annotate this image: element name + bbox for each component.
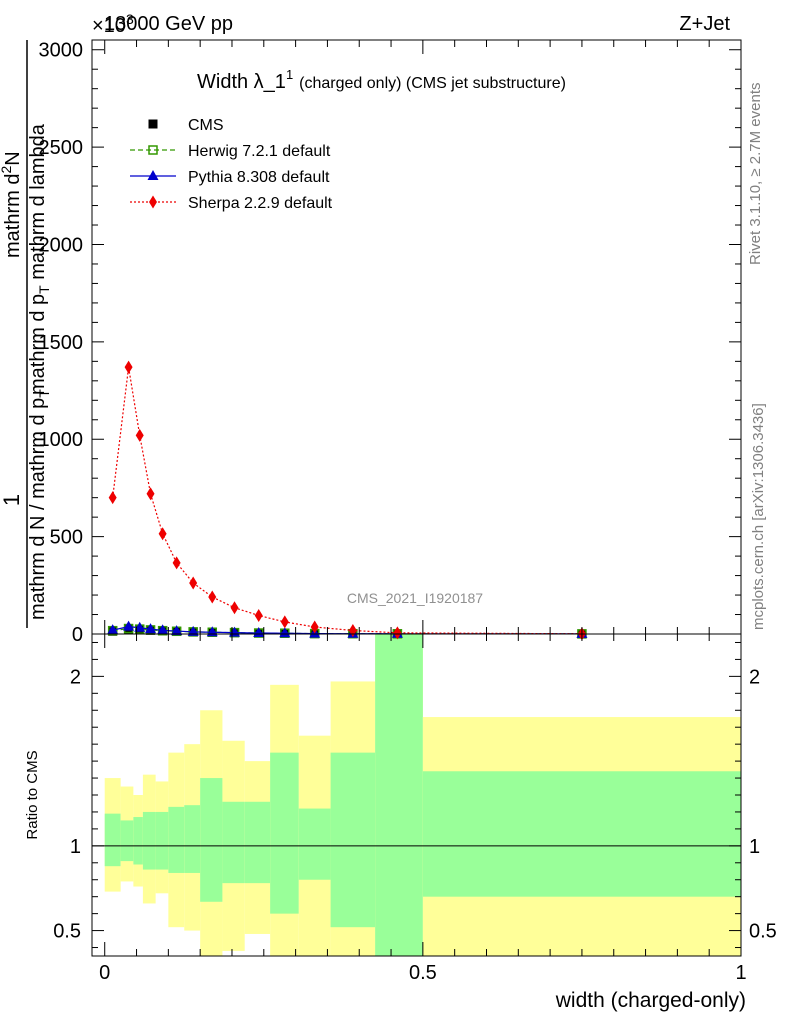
ratio-y-tick-label: 2 bbox=[70, 666, 81, 688]
process-label: Z+Jet bbox=[679, 13, 730, 35]
legend-marker-0 bbox=[148, 119, 158, 129]
legend-entry-1: Herwig 7.2.1 default bbox=[130, 143, 331, 160]
x-tick-label: 0 bbox=[99, 962, 110, 984]
main-y-tick-label: 1000 bbox=[39, 429, 84, 451]
data-point-3-1 bbox=[124, 360, 133, 374]
data-point-2-0 bbox=[107, 624, 119, 635]
x-axis-label: width (charged-only) bbox=[555, 989, 746, 1012]
ratio-band-green-3 bbox=[142, 811, 156, 870]
data-point-2-9 bbox=[253, 627, 265, 638]
mcplots-label: mcplots.cern.ch [arXiv:1306.3436] bbox=[750, 403, 767, 630]
legend-marker-3 bbox=[149, 195, 157, 209]
data-point-2-3 bbox=[145, 623, 157, 634]
main-y-tick-label: 2500 bbox=[39, 137, 84, 159]
exponent-label: ×103 bbox=[92, 11, 134, 37]
data-point-3-13 bbox=[393, 626, 402, 640]
legend-marker-2 bbox=[147, 170, 159, 180]
data-point-2-4 bbox=[157, 624, 169, 635]
legend-entry-0: CMS bbox=[148, 117, 224, 134]
legend-entry-3: Sherpa 2.2.9 default bbox=[130, 195, 333, 212]
data-point-2-5 bbox=[171, 625, 183, 636]
series-line-3 bbox=[112, 367, 582, 635]
data-point-3-10 bbox=[280, 615, 289, 629]
data-point-2-10 bbox=[279, 627, 291, 638]
legend-label-0: CMS bbox=[188, 117, 224, 134]
main-series-layer bbox=[107, 360, 588, 641]
legend: CMS Herwig 7.2.1 default Pythia 8.308 defa… bbox=[130, 117, 333, 212]
ratio-y-tick-label-right: 1 bbox=[749, 836, 760, 858]
ratio-band-green-8 bbox=[222, 801, 245, 884]
data-point-3-5 bbox=[172, 556, 181, 570]
data-point-3-8 bbox=[230, 601, 239, 615]
legend-label-2: Pythia 8.308 default bbox=[188, 169, 330, 186]
ratio-band-green-11 bbox=[298, 808, 331, 880]
ratio-y-axis-label: Ratio to CMS bbox=[24, 750, 41, 839]
series-3 bbox=[108, 360, 586, 641]
data-point-3-9 bbox=[254, 608, 263, 622]
ratio-band-green-13 bbox=[375, 634, 423, 956]
main-y-tick-label: 1500 bbox=[39, 332, 84, 354]
main-y-tick-label: 0 bbox=[72, 624, 83, 646]
ratio-band-green-6 bbox=[184, 805, 201, 873]
data-point-3-2 bbox=[135, 428, 144, 442]
analysis-watermark: CMS_2021_I1920187 bbox=[347, 590, 483, 606]
legend-label-3: Sherpa 2.2.9 default bbox=[188, 195, 333, 212]
ylabel-one: 1 bbox=[0, 494, 24, 506]
ratio-band-green-7 bbox=[200, 778, 223, 902]
data-point-2-1 bbox=[123, 620, 135, 631]
ratio-y-tick-label: 0.5 bbox=[53, 921, 81, 943]
legend-entry-2: Pythia 8.308 default bbox=[130, 169, 330, 186]
data-point-3-0 bbox=[108, 491, 117, 505]
ratio-plot-frame bbox=[91, 633, 742, 957]
data-point-3-7 bbox=[208, 590, 217, 604]
x-tick-label: 1 bbox=[735, 962, 746, 984]
ratio-y-tick-label-right: 2 bbox=[749, 666, 760, 688]
ratio-band-green-4 bbox=[155, 811, 169, 870]
rivet-label: Rivet 3.1.10, ≥ 2.7M events bbox=[747, 83, 764, 266]
main-y-tick-label: 3000 bbox=[39, 40, 84, 62]
main-y-tick-label: 500 bbox=[50, 527, 83, 549]
series-line-2 bbox=[112, 625, 582, 635]
x-tick-label: 0.5 bbox=[409, 962, 437, 984]
ratio-band-green-0 bbox=[104, 813, 121, 867]
ratio-band-green-5 bbox=[168, 806, 185, 873]
data-point-3-6 bbox=[189, 576, 198, 590]
ylabel-lambda: mathrm d pT mathrm d lambda bbox=[27, 123, 52, 395]
energy-label: 13000 GeV pp bbox=[104, 13, 233, 35]
plot-frames bbox=[91, 39, 742, 957]
ratio-y-tick-label: 1 bbox=[70, 836, 81, 858]
main-y-tick-label: 2000 bbox=[39, 234, 84, 256]
data-point-3-3 bbox=[146, 487, 155, 501]
ylabel-numerator: mathrm d2N bbox=[0, 151, 24, 258]
ratio-band-green-9 bbox=[244, 801, 271, 884]
main-y-axis-label: 1 mathrm d N / mathrm d pT mathrm d2N ma… bbox=[0, 40, 52, 628]
legend-marker-1 bbox=[148, 145, 158, 155]
ratio-band-green-14 bbox=[422, 771, 741, 897]
data-point-3-11 bbox=[310, 620, 319, 634]
main-plot-title: Width λ_11(charged only) (CMS jet substr… bbox=[197, 67, 566, 93]
ratio-band-green-12 bbox=[330, 752, 376, 928]
ratio-band-green-2 bbox=[133, 817, 143, 865]
ratio-band-green-10 bbox=[270, 752, 299, 914]
legend-label-1: Herwig 7.2.1 default bbox=[188, 143, 331, 160]
ratio-uncertainty-bands bbox=[92, 634, 741, 956]
data-point-3-4 bbox=[158, 527, 167, 541]
ylabel-denominator: mathrm d N / mathrm d pT bbox=[27, 389, 52, 620]
data-point-2-6 bbox=[187, 625, 199, 636]
ratio-band-green-1 bbox=[120, 820, 134, 862]
ratio-y-tick-label-right: 0.5 bbox=[749, 921, 777, 943]
